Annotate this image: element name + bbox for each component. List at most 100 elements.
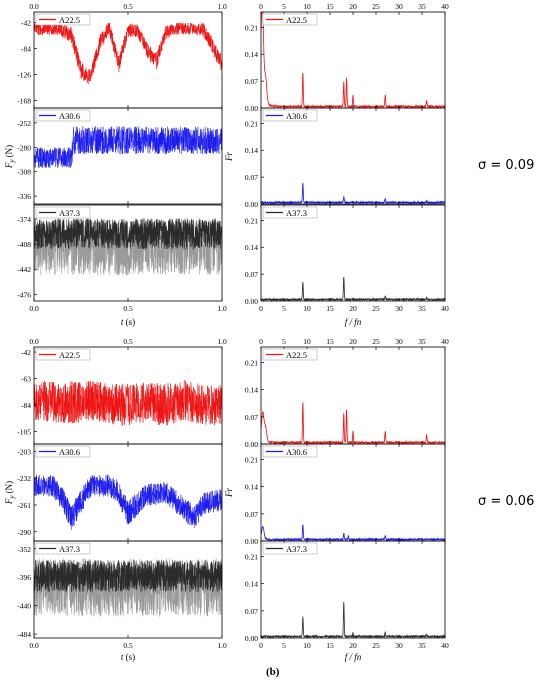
x-tick-label: 1.0	[217, 641, 227, 650]
series-trace	[260, 277, 446, 302]
x-tick-label-top: 20	[349, 2, 357, 11]
x-axis-title: t (s)	[121, 652, 135, 662]
chart-0-spectrum: 0.00 0.07 0.14 0.21 A22.5 0.00 0.07 0.14 0.21 A30…	[224, 2, 449, 327]
x-tick-label: 15	[326, 641, 334, 650]
y-tick-label: 0.00	[245, 440, 258, 449]
panel-frame	[260, 204, 446, 302]
chart-1-spectrum: 0.00 0.07 0.14 0.21 A22.5 0.00 0.07 0.14 0.21 A30…	[224, 337, 449, 662]
legend-box	[35, 13, 91, 26]
panel-A22.5: 0.00 0.07 0.14 0.21 A22.5	[245, 346, 446, 449]
sigma-label-0: σ = 0.09	[478, 158, 535, 173]
legend-A37.3: A37.3	[262, 206, 318, 219]
x-tick-label-top: 40	[441, 2, 449, 11]
x-tick-label-top: 15	[326, 2, 334, 11]
panel-frame	[260, 11, 446, 109]
y-tick-label: 0.07	[245, 510, 258, 519]
panel-A22.5: -42 -63 -84 -105 A22.5	[17, 346, 223, 445]
legend-box	[35, 348, 91, 361]
x-tick-label-top: 10	[303, 2, 311, 11]
panel-frame	[260, 107, 446, 205]
x-tick-label-top: 35	[418, 2, 426, 11]
x-tick-label-top: 25	[372, 337, 380, 346]
x-tick-label: 15	[326, 304, 334, 313]
x-axis-title: f / fn	[345, 652, 362, 662]
y-tick-label: -440	[17, 602, 31, 611]
legend-A22.5: A22.5	[35, 348, 91, 361]
legend-A30.6: A30.6	[35, 445, 91, 458]
y-tick-label: 0.21	[245, 553, 258, 562]
y-tick-label: -261	[17, 501, 31, 510]
x-tick-label-top: 30	[395, 337, 403, 346]
y-tick-label: 0.21	[245, 119, 258, 128]
x-tick-label: 5	[282, 641, 286, 650]
x-tick-label: 20	[349, 304, 357, 313]
y-axis-title: Fy (N)	[4, 481, 16, 505]
legend-box	[35, 542, 91, 555]
y-tick-label: 0.14	[245, 386, 258, 395]
series-trace	[33, 22, 223, 85]
y-tick-label: 0.14	[245, 483, 258, 492]
y-tick-label: 0.14	[245, 50, 258, 59]
y-tick-label: 0.07	[245, 413, 258, 422]
legend-box	[262, 445, 318, 458]
x-tick-label: 35	[418, 304, 426, 313]
panel-A37.3: -374 -408 -442 -476 A37.3	[17, 204, 223, 302]
y-tick-label: -105	[17, 427, 31, 436]
legend-A22.5: A22.5	[262, 13, 318, 26]
y-tick-label: -168	[17, 97, 31, 106]
legend-label: A22.5	[59, 350, 80, 360]
series-trace	[33, 126, 223, 169]
x-tick-label-top: 0	[259, 2, 263, 11]
y-tick-label: 0.07	[245, 77, 258, 86]
x-tick-label: 25	[372, 304, 380, 313]
y-axis-title: Fr	[224, 152, 234, 162]
panel-A30.6: 0.00 0.07 0.14 0.21 A30.6	[245, 443, 446, 546]
x-tick-label-top: 1.0	[217, 2, 227, 11]
chart-1-time: -42-63-84-105A22.5-203-232-261-290A30.6-…	[4, 337, 227, 662]
legend-A37.3: A37.3	[262, 542, 318, 555]
panel-A22.5: -42 -84 -126 -168 A22.5	[17, 11, 223, 109]
y-tick-label: -84	[21, 45, 31, 54]
series-trace	[260, 402, 446, 445]
x-tick-label-top: 0.0	[29, 337, 39, 346]
y-tick-label: 0.00	[245, 297, 258, 306]
y-tick-label: 0.21	[245, 359, 258, 368]
series-trace	[33, 474, 223, 531]
y-tick-label: 0.07	[245, 173, 258, 182]
y-tick-label: 0.21	[245, 456, 258, 465]
series-trace	[260, 601, 446, 639]
x-tick-label: 0	[259, 304, 263, 313]
y-tick-label: -308	[17, 168, 31, 177]
panel-A22.5: 0.00 0.07 0.14 0.21 A22.5	[245, 11, 446, 113]
x-tick-label: 0.5	[123, 641, 133, 650]
y-axis-title: Fy (N)	[4, 145, 16, 169]
legend-A22.5: A22.5	[262, 348, 318, 361]
x-tick-label: 40	[441, 304, 449, 313]
y-tick-label: -442	[17, 265, 31, 274]
panel-frame	[260, 346, 446, 445]
y-tick-label: -484	[17, 630, 31, 639]
x-tick-label-top: 0.5	[123, 2, 133, 11]
legend-A37.3: A37.3	[35, 206, 91, 219]
y-tick-label: -203	[17, 447, 31, 456]
series-trace	[33, 218, 223, 250]
series-trace	[33, 380, 223, 426]
legend-box	[262, 13, 318, 26]
legend-box	[262, 542, 318, 555]
panel-A30.6: -203 -232 -261 -290 A30.6	[17, 443, 223, 542]
x-tick-label: 5	[282, 304, 286, 313]
y-tick-label: 0.21	[245, 216, 258, 225]
x-tick-label: 40	[441, 641, 449, 650]
x-tick-label-top: 5	[282, 337, 286, 346]
y-tick-label: 0.00	[245, 104, 258, 113]
y-tick-label: -408	[17, 240, 31, 249]
legend-label: A22.5	[286, 15, 307, 25]
x-tick-label: 30	[395, 304, 403, 313]
y-tick-label: -336	[17, 192, 31, 201]
legend-box	[262, 206, 318, 219]
x-tick-label: 25	[372, 641, 380, 650]
legend-label: A30.6	[286, 111, 307, 121]
figure-sublabel: (b)	[266, 666, 280, 678]
sigma-label-1: σ = 0.06	[478, 494, 535, 509]
series-trace	[33, 559, 223, 593]
